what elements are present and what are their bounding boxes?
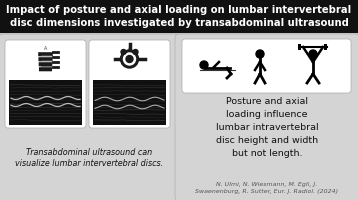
FancyBboxPatch shape	[39, 62, 52, 66]
FancyBboxPatch shape	[9, 80, 82, 125]
FancyBboxPatch shape	[324, 44, 327, 50]
Circle shape	[256, 50, 264, 58]
FancyBboxPatch shape	[5, 40, 86, 128]
Text: Posture and axial
loading influence
lumbar intravertebral
disc height and width
: Posture and axial loading influence lumb…	[216, 97, 318, 158]
Circle shape	[200, 61, 208, 69]
Circle shape	[121, 49, 126, 54]
Text: Impact of posture and axial loading on lumbar intervertebral
disc dimensions inv: Impact of posture and axial loading on l…	[6, 5, 352, 28]
FancyBboxPatch shape	[89, 40, 170, 128]
FancyBboxPatch shape	[38, 57, 53, 61]
Circle shape	[133, 49, 138, 54]
Text: A: A	[44, 46, 47, 51]
Text: N. Ulmi, N. Wiesmann, M. Egli, J.
Swaenenburg, R. Sutter, Eur. J. Radiol. (2024): N. Ulmi, N. Wiesmann, M. Egli, J. Swaene…	[195, 182, 339, 194]
Text: Transabdominal ultrasound can
visualize lumbar intervertebral discs.: Transabdominal ultrasound can visualize …	[15, 148, 163, 168]
FancyBboxPatch shape	[93, 80, 166, 125]
FancyBboxPatch shape	[39, 67, 52, 71]
Circle shape	[126, 55, 133, 62]
FancyBboxPatch shape	[38, 52, 53, 56]
FancyBboxPatch shape	[298, 44, 301, 50]
FancyBboxPatch shape	[175, 34, 358, 200]
Circle shape	[124, 53, 135, 65]
FancyBboxPatch shape	[0, 0, 358, 33]
Text: A: A	[128, 46, 131, 51]
FancyBboxPatch shape	[0, 34, 179, 200]
Circle shape	[309, 50, 317, 58]
Circle shape	[121, 50, 139, 68]
FancyBboxPatch shape	[182, 39, 351, 93]
